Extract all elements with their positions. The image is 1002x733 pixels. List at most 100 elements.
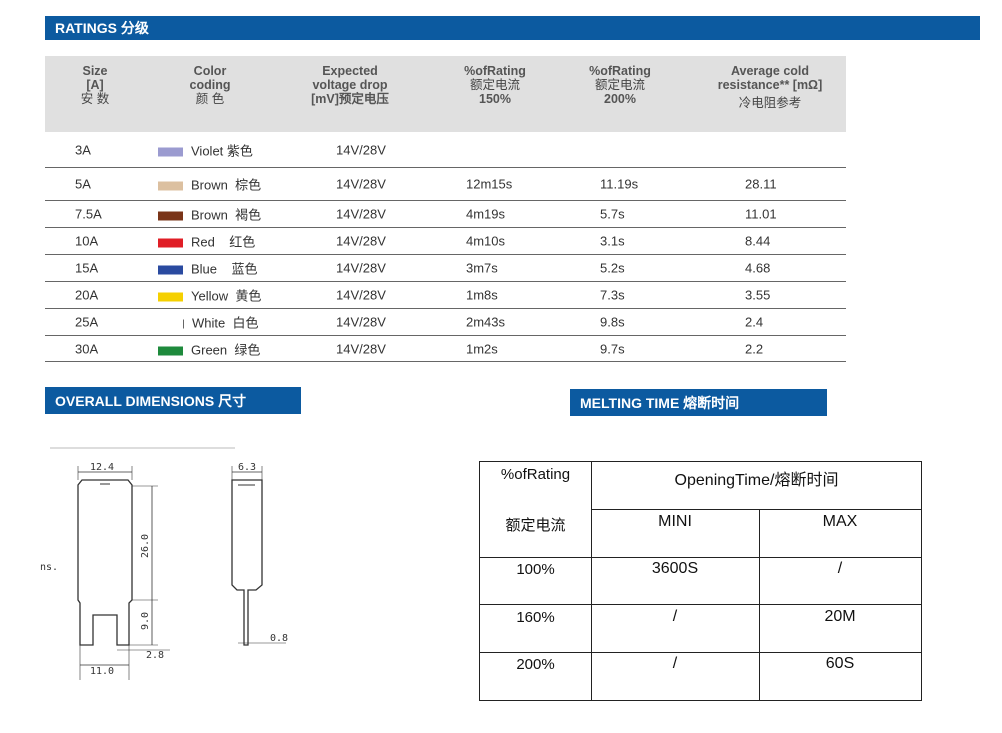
cell-cold-resistance: 2.4 [745,314,764,330]
header-rating-150: %ofRating 额定电流 150% [464,64,526,106]
cell-voltage-drop: 14V/28V [336,176,386,192]
header-voltage-drop: Expected voltage drop [mV]预定电压 [311,64,389,106]
ratings-row: 20A 14V/28V 1m8s 7.3s 3.55 Yellow 黄色 [45,282,846,309]
melt-row-max: 60S [825,655,855,672]
melt-row-rating: 160% [516,609,555,626]
melt-row-rating: 100% [516,561,555,578]
cell-rating-200: 7.3s [600,287,625,303]
header-size: Size [A] 安 数 [80,64,110,106]
color-label: Red 红色 [191,234,256,250]
melting-time-section-header: MELTING TIME 熔断时间 [570,389,827,416]
cell-cold-resistance: 3.55 [745,287,771,303]
cell-size: 3A [75,142,91,157]
header-color: Color coding 颜 色 [189,64,231,106]
ratings-table-header: Size [A] 安 数 Color coding 颜 色 Expected voltag… [45,56,846,132]
cell-rating-200: 9.7s [600,341,625,356]
ratings-row: 30A 14V/28V 1m2s 9.7s 2.2 Green 绿色 [45,336,846,362]
cell-voltage-drop: 14V/28V [336,287,386,303]
cell-color-coding: Blue 蓝色 [158,259,257,278]
color-label: Brown 棕色 [191,177,262,193]
melt-header-rating: %ofRating [500,466,571,483]
ratings-row: 3A 14V/28V Violet 紫色 [45,132,846,168]
cell-rating-150: 1m8s [466,287,498,303]
melt-row-mini: 3600S [651,560,699,577]
ratings-row: 15A 14V/28V 3m7s 5.2s 4.68 Blue 蓝色 [45,255,846,282]
melt-header-rating-cn: 额定电流 [505,517,566,534]
melt-header-max: MAX [822,513,858,530]
cell-voltage-drop: 14V/28V [336,260,386,276]
fuse-dimension-drawing: 12.4 26.0 9.0 2.8 11.0 ns. 6.3 0.8 [40,447,288,680]
color-label: Brown 褐色 [191,207,262,223]
cell-voltage-drop: 14V/28V [336,314,386,330]
ratings-row: 5A 14V/28V 12m15s 11.19s 28.11 Brown 棕色 [45,168,846,201]
cell-size: 30A [75,341,99,356]
cell-color-coding: White 白色 [158,313,258,332]
cell-rating-200: 5.2s [600,260,625,276]
color-label: Yellow 黄色 [191,288,262,304]
color-swatch [158,292,183,302]
dim-thickness: 6.3 [238,462,256,473]
ratings-table: Size [A] 安 数 Color coding 颜 色 Expected voltag… [45,56,846,362]
dim-span: 11.0 [90,666,114,677]
melt-row-mini: / [672,608,678,625]
cell-rating-150: 4m19s [466,206,506,222]
ratings-section-header: RATINGS 分级 [45,16,980,40]
cell-rating-150: 2m43s [466,314,506,330]
cell-rating-200: 3.1s [600,233,625,249]
melt-header-opening-time: OpeningTime/熔断时间 [674,472,839,489]
cell-color-coding: Brown 褐色 [158,205,261,224]
color-swatch [158,265,183,275]
cell-size: 15A [75,260,99,276]
dimensions-section-header: OVERALL DIMENSIONS 尺寸 [45,387,301,414]
ratings-row: 10A 14V/28V 4m10s 3.1s 8.44 Red 红色 [45,228,846,255]
cell-voltage-drop: 14V/28V [336,341,386,356]
color-label: Violet 紫色 [191,143,253,158]
dim-width: 12.4 [90,462,114,473]
cell-color-coding: Green 绿色 [158,339,260,358]
dim-pin: 0.8 [270,633,288,644]
cell-size: 5A [75,176,91,192]
ratings-table-body: 3A 14V/28V Violet 紫色 5A 14V/28V 12m15s 11.19s 2… [45,132,846,362]
dim-side-note: ns. [40,562,58,573]
melt-row-mini: / [672,655,678,672]
color-swatch [158,181,183,191]
cell-color-coding: Yellow 黄色 [158,286,261,305]
header-rating-200: %ofRating 额定电流 200% [589,64,651,106]
cell-voltage-drop: 14V/28V [336,142,386,157]
ratings-row: 7.5A 14V/28V 4m19s 5.7s 11.01 Brown 褐色 [45,201,846,228]
cell-size: 20A [75,287,99,303]
cell-rating-150: 12m15s [466,176,513,192]
cell-cold-resistance: 28.11 [745,176,777,192]
dim-height: 26.0 [140,534,151,558]
color-swatch [158,147,183,157]
cell-rating-150: 3m7s [466,260,498,276]
cell-color-coding: Red 红色 [158,232,255,251]
cell-voltage-drop: 14V/28V [336,233,386,249]
melt-row-max: 20M [824,608,856,625]
melting-time-table: %ofRating 额定电流 OpeningTime/熔断时间 MINI MAX… [479,461,922,701]
dim-gap: 2.8 [146,650,164,661]
cell-rating-150: 4m10s [466,233,506,249]
dim-leg: 9.0 [140,612,151,630]
header-cold-resistance: Average cold resistance** [mΩ] 冷电阻参考 [717,64,823,110]
color-label: Green 绿色 [191,342,261,357]
color-label: White 白色 [192,315,259,331]
cell-cold-resistance: 2.2 [745,341,764,356]
cell-cold-resistance: 8.44 [745,233,771,249]
cell-size: 10A [75,233,99,249]
cell-rating-150: 1m2s [466,341,498,356]
cell-rating-200: 11.19s [600,176,639,192]
color-swatch [158,346,183,356]
melt-header-mini: MINI [658,513,692,530]
ratings-row: 25A 14V/28V 2m43s 9.8s 2.4 White 白色 [45,309,846,336]
cell-rating-200: 5.7s [600,206,625,222]
color-swatch [158,319,184,329]
cell-cold-resistance: 11.01 [745,206,777,222]
color-swatch [158,211,183,221]
cell-rating-200: 9.8s [600,314,625,330]
cell-voltage-drop: 14V/28V [336,206,386,222]
cell-cold-resistance: 4.68 [745,260,771,276]
melt-row-max: / [837,560,843,577]
cell-size: 7.5A [75,206,102,222]
color-swatch [158,238,183,248]
